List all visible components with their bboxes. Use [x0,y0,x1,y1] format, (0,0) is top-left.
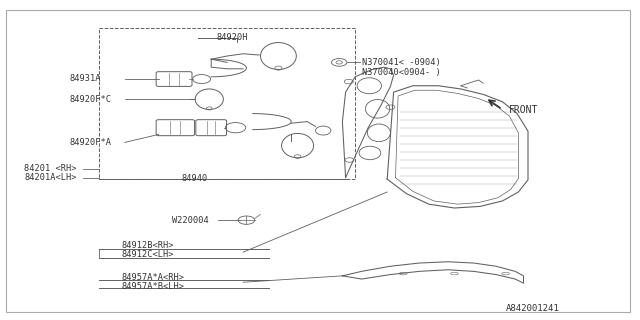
Text: N370040<0904- ): N370040<0904- ) [362,68,440,76]
Bar [99,28,355,179]
Text: 84920H: 84920H [216,33,248,42]
Text: 84201A<LH>: 84201A<LH> [24,173,77,182]
Text: A842001241: A842001241 [506,304,559,313]
Text: 84912B<RH>: 84912B<RH> [122,241,174,250]
Text: 84920F*C: 84920F*C [69,95,111,104]
Text: 84931A: 84931A [69,74,100,83]
Text: 84940: 84940 [181,174,207,183]
Text: 84920F*A: 84920F*A [69,138,111,147]
Text: 84912C<LH>: 84912C<LH> [122,250,174,259]
Text: 84957A*A<RH>: 84957A*A<RH> [122,273,184,282]
Text: FRONT: FRONT [509,105,538,116]
Text: 84201 <RH>: 84201 <RH> [24,164,77,173]
Text: N370041< -0904): N370041< -0904) [362,58,440,67]
Text: 84957A*B<LH>: 84957A*B<LH> [122,282,184,291]
Text: W220004: W220004 [172,216,208,225]
